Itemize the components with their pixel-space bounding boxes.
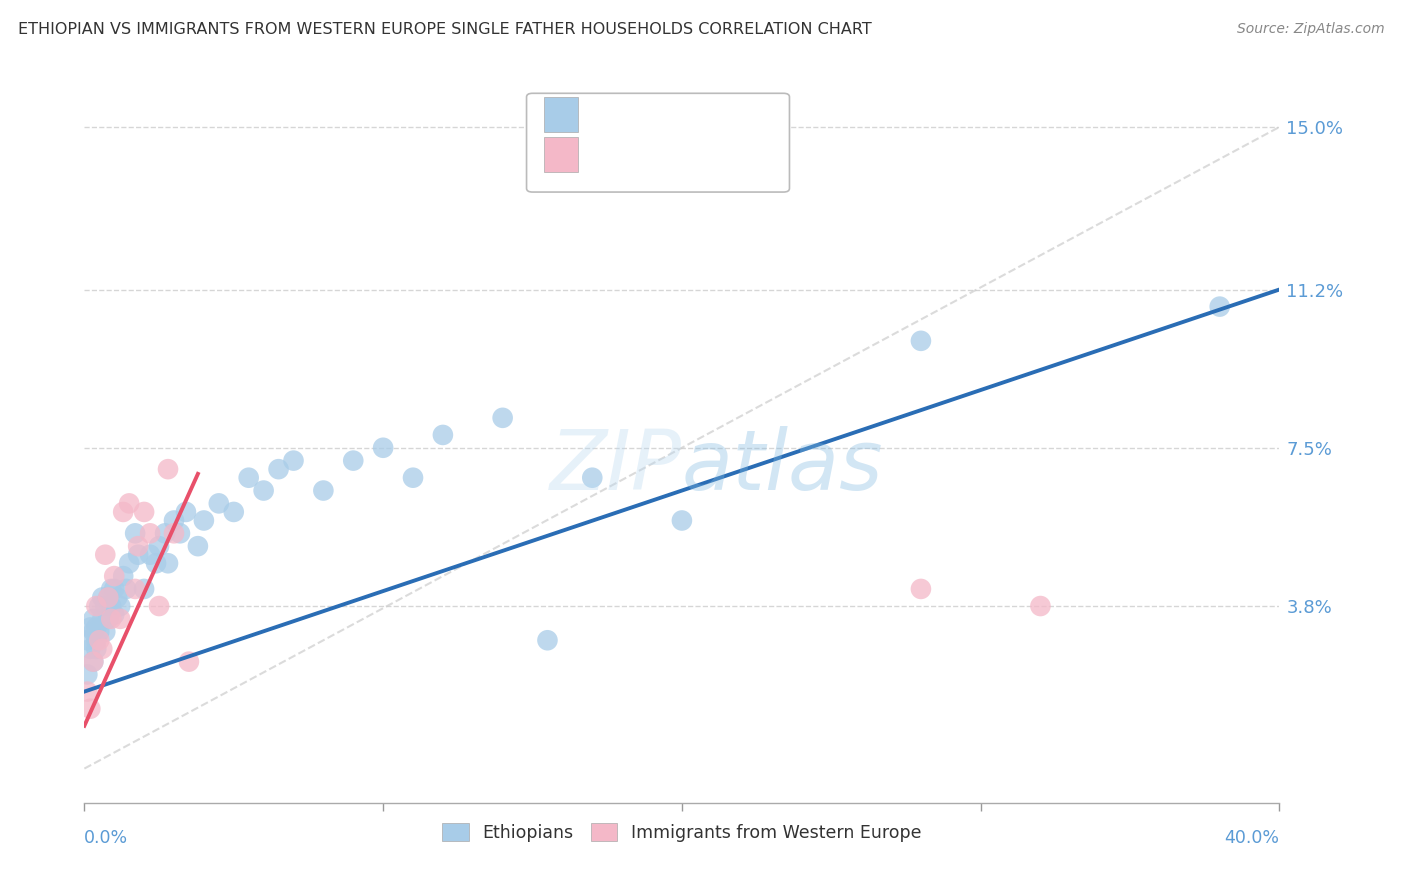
Point [79, 702, 101, 716]
Point [86, 641, 108, 656]
Point [671, 514, 693, 528]
Point [910, 334, 932, 348]
Point [86, 599, 108, 613]
Point [100, 599, 122, 613]
Point [89, 633, 111, 648]
Text: 0.0%: 0.0% [84, 829, 128, 847]
Point [82, 655, 104, 669]
Point [82, 612, 104, 626]
Point [97, 591, 120, 605]
Point [910, 582, 932, 596]
Point [238, 471, 260, 485]
Point [492, 410, 515, 425]
Point [148, 599, 170, 613]
Point [139, 548, 162, 562]
Point [163, 526, 186, 541]
Point [1209, 300, 1232, 314]
Point [132, 505, 156, 519]
Text: 23: 23 [759, 145, 783, 163]
FancyBboxPatch shape [544, 96, 578, 132]
Text: 0.505: 0.505 [640, 145, 695, 163]
Text: 40.0%: 40.0% [1225, 829, 1279, 847]
Point [373, 441, 395, 455]
Point [82, 655, 104, 669]
Text: R =: R = [592, 105, 630, 123]
Point [76, 684, 98, 698]
Point [103, 607, 125, 622]
Point [163, 514, 186, 528]
Point [105, 591, 128, 605]
Text: ETHIOPIAN VS IMMIGRANTS FROM WESTERN EUROPE SINGLE FATHER HOUSEHOLDS CORRELATION: ETHIOPIAN VS IMMIGRANTS FROM WESTERN EUR… [18, 22, 872, 37]
Point [118, 556, 141, 570]
Point [139, 526, 162, 541]
Point [208, 496, 231, 510]
Point [581, 471, 603, 485]
Point [110, 612, 132, 626]
Point [402, 471, 425, 485]
Text: N =: N = [706, 145, 755, 163]
Point [148, 539, 170, 553]
Point [112, 569, 135, 583]
Point [103, 569, 125, 583]
Point [86, 620, 108, 634]
Point [187, 539, 209, 553]
Point [432, 428, 454, 442]
Point [112, 505, 135, 519]
FancyBboxPatch shape [544, 136, 578, 172]
Point [177, 655, 200, 669]
Legend: Ethiopians, Immigrants from Western Europe: Ethiopians, Immigrants from Western Euro… [436, 816, 928, 849]
Point [153, 526, 176, 541]
Point [79, 641, 101, 656]
Point [76, 667, 98, 681]
Point [1029, 599, 1052, 613]
Point [127, 539, 149, 553]
Point [97, 591, 120, 605]
Point [79, 620, 101, 634]
Point [100, 582, 122, 596]
Point [97, 612, 120, 626]
Point [115, 582, 138, 596]
Point [157, 462, 180, 476]
Point [110, 599, 132, 613]
Point [127, 548, 149, 562]
Text: atlas: atlas [682, 425, 883, 507]
Point [100, 612, 122, 626]
FancyBboxPatch shape [527, 94, 790, 192]
Point [193, 514, 215, 528]
Point [174, 505, 197, 519]
Point [89, 624, 111, 639]
Point [169, 526, 191, 541]
Point [89, 599, 111, 613]
Text: 0.777: 0.777 [640, 105, 695, 123]
Point [145, 556, 167, 570]
Point [222, 505, 245, 519]
Point [91, 612, 114, 626]
Point [76, 633, 98, 648]
Text: 57: 57 [759, 105, 783, 123]
Point [267, 462, 290, 476]
Point [283, 453, 305, 467]
Point [94, 624, 117, 639]
Text: Source: ZipAtlas.com: Source: ZipAtlas.com [1237, 22, 1385, 37]
Point [312, 483, 335, 498]
Text: R =: R = [592, 145, 630, 163]
Point [94, 548, 117, 562]
Point [124, 526, 146, 541]
Point [91, 591, 114, 605]
Point [91, 641, 114, 656]
Point [536, 633, 558, 648]
Text: ZIP: ZIP [550, 425, 682, 507]
Point [124, 582, 146, 596]
Point [94, 599, 117, 613]
Point [103, 582, 125, 596]
Point [342, 453, 364, 467]
Point [118, 496, 141, 510]
Point [157, 556, 180, 570]
Point [132, 582, 156, 596]
Text: N =: N = [706, 105, 755, 123]
Point [86, 633, 108, 648]
Point [82, 624, 104, 639]
Point [253, 483, 276, 498]
